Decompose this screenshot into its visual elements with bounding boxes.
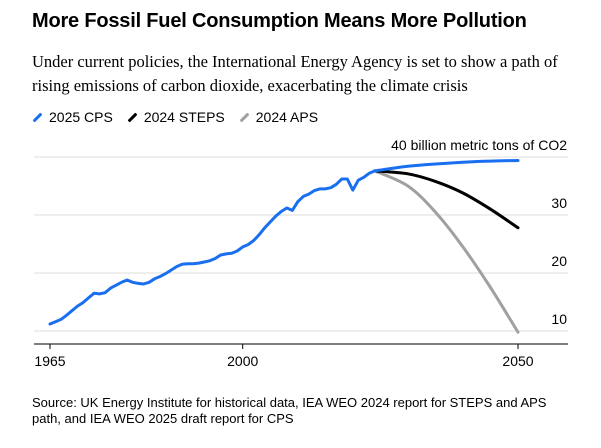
series-line-steps [373,169,520,230]
chart-subtitle: Under current policies, the Internationa… [32,52,558,95]
y-tick-label-20: 20 [551,253,567,269]
legend: 2025 CPS 2024 STEPS 2024 APS [32,109,332,125]
gridlines [34,156,568,349]
source-note: Source: UK Energy Institute for historic… [32,395,547,426]
legend-label-aps: 2024 APS [255,109,319,125]
tick-labels: 10 20 30 40 billion metric tons of CO2 1965 2… [34,137,567,369]
y-tick-label-10: 10 [551,311,567,327]
legend-item-aps: 2024 APS [239,109,318,125]
series-lines [48,159,520,334]
series-line-aps [373,169,520,334]
x-tick-label-2000: 2000 [227,353,258,369]
y-tick-label-30: 30 [551,195,567,211]
chart-title: More Fossil Fuel Consumption Means More … [32,10,527,32]
series-line-cps [373,159,520,173]
x-tick-label-1965: 1965 [34,353,65,369]
legend-label-steps: 2024 STEPS [143,109,225,125]
x-tick-label-2050: 2050 [502,353,533,369]
legend-label-cps: 2025 CPS [49,109,113,125]
series-line-historical [48,169,377,326]
legend-item-steps: 2024 STEPS [127,109,225,125]
y-tick-label-40: 40 billion metric tons of CO2 [391,137,567,153]
legend-item-cps: 2025 CPS [32,109,113,125]
